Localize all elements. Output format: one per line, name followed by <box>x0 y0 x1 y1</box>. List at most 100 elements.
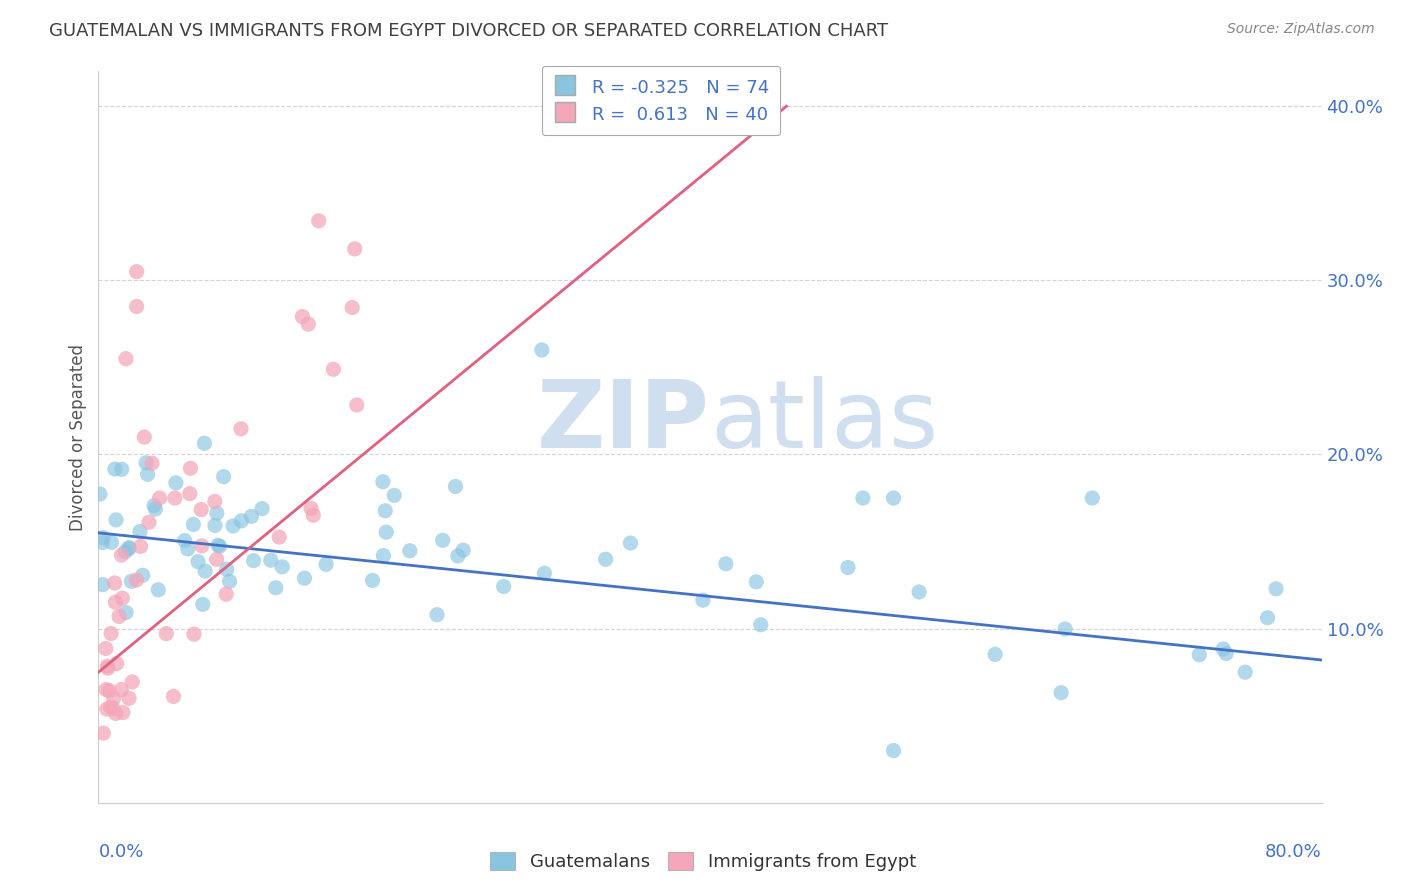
Point <box>205 506 228 520</box>
Point <box>204 494 226 508</box>
Point <box>155 626 177 640</box>
Point <box>361 574 384 588</box>
Point <box>115 606 138 620</box>
Point <box>100 626 122 640</box>
Point <box>120 574 142 589</box>
Point <box>125 265 148 279</box>
Point <box>595 552 617 566</box>
Point <box>187 555 209 569</box>
Point <box>222 519 245 533</box>
Point <box>97 661 120 675</box>
Point <box>250 501 273 516</box>
Point <box>215 562 238 576</box>
Point <box>129 524 152 539</box>
Point <box>322 362 344 376</box>
Point <box>98 683 121 698</box>
Point <box>398 543 420 558</box>
Point <box>111 591 134 606</box>
Point <box>1265 582 1288 596</box>
Point <box>242 554 264 568</box>
Point <box>173 533 195 548</box>
Point <box>883 743 905 757</box>
Text: 80.0%: 80.0% <box>1265 843 1322 861</box>
Point <box>149 491 172 505</box>
Point <box>308 214 330 228</box>
Point <box>129 540 152 554</box>
Point <box>229 422 252 436</box>
Point <box>207 538 229 552</box>
Point <box>374 504 396 518</box>
Point <box>984 648 1007 662</box>
Point <box>1054 622 1077 636</box>
Text: atlas: atlas <box>710 376 938 468</box>
Text: 0.0%: 0.0% <box>98 843 143 861</box>
Legend: R = -0.325   N = 74, R =  0.613   N = 40: R = -0.325 N = 74, R = 0.613 N = 40 <box>541 66 780 136</box>
Point <box>108 609 131 624</box>
Point <box>205 552 228 566</box>
Point <box>269 530 291 544</box>
Point <box>101 701 124 715</box>
Point <box>136 467 159 482</box>
Point <box>115 351 138 366</box>
Point <box>291 310 314 324</box>
Point <box>215 587 238 601</box>
Point <box>104 576 127 591</box>
Point <box>183 517 205 532</box>
Point <box>138 516 160 530</box>
Point <box>1215 647 1237 661</box>
Point <box>121 674 143 689</box>
Point <box>218 574 240 589</box>
Text: ZIP: ZIP <box>537 376 710 468</box>
Point <box>447 549 470 563</box>
Y-axis label: Divorced or Separated: Divorced or Separated <box>69 343 87 531</box>
Point <box>131 568 153 582</box>
Point <box>110 548 132 562</box>
Point <box>163 491 186 505</box>
Point <box>492 580 515 594</box>
Point <box>190 502 212 516</box>
Point <box>299 501 322 516</box>
Point <box>141 456 163 470</box>
Point <box>444 479 467 493</box>
Text: GUATEMALAN VS IMMIGRANTS FROM EGYPT DIVORCED OR SEPARATED CORRELATION CHART: GUATEMALAN VS IMMIGRANTS FROM EGYPT DIVO… <box>49 22 889 40</box>
Point <box>91 535 114 549</box>
Point <box>179 486 201 500</box>
Point <box>240 509 263 524</box>
Point <box>1234 665 1257 680</box>
Point <box>118 691 141 706</box>
Point <box>260 553 283 567</box>
Point <box>96 702 118 716</box>
Point <box>837 560 859 574</box>
Point <box>271 559 294 574</box>
Point <box>194 564 217 578</box>
Point <box>143 499 166 513</box>
Point <box>118 541 141 555</box>
Point <box>315 558 337 572</box>
Point <box>692 593 714 607</box>
Point <box>165 475 187 490</box>
Point <box>134 430 156 444</box>
Point <box>148 582 170 597</box>
Point <box>183 627 205 641</box>
Point <box>714 557 737 571</box>
Point <box>104 706 127 721</box>
Point <box>375 525 398 540</box>
Point <box>1188 648 1211 662</box>
Point <box>343 242 366 256</box>
Point <box>342 301 364 315</box>
Point <box>100 700 122 714</box>
Point <box>191 598 214 612</box>
Point <box>104 462 127 476</box>
Point <box>302 508 325 523</box>
Point <box>96 659 118 673</box>
Point <box>530 343 553 357</box>
Point <box>91 577 114 591</box>
Point <box>1212 642 1234 657</box>
Point <box>118 541 141 556</box>
Point <box>451 543 474 558</box>
Point <box>94 682 117 697</box>
Point <box>208 539 231 553</box>
Point <box>91 531 114 545</box>
Text: Source: ZipAtlas.com: Source: ZipAtlas.com <box>1227 22 1375 37</box>
Point <box>193 436 215 450</box>
